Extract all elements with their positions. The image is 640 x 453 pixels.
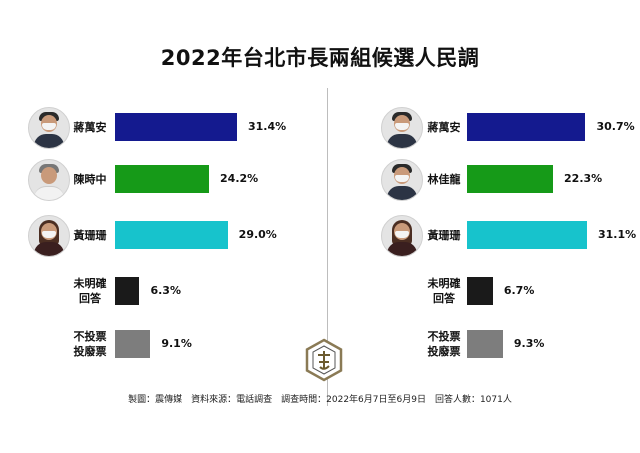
category-label-line: 不投票: [73, 330, 107, 343]
category-label: 蔣萬安: [424, 120, 464, 135]
bar: [115, 165, 210, 193]
candidate-avatar: [28, 215, 70, 257]
category-label-line: 回答: [433, 292, 455, 305]
avatar-mask: [395, 123, 409, 130]
bar: [115, 221, 228, 249]
category-label-line: 未明確: [427, 277, 461, 290]
avatar-mask: [395, 175, 409, 182]
data-label: 9.3%: [513, 337, 545, 350]
bar: [467, 113, 586, 141]
category-label: 陳時中: [70, 172, 110, 187]
chart-footer-source: 製圖：震傳媒 資料來源：電話調查 調查時間：2022年6月7日至6月9日 回答人…: [128, 395, 512, 405]
data-label: 30.7%: [596, 120, 635, 133]
category-label-line: 黃珊珊: [73, 228, 107, 242]
avatar-mask: [395, 231, 409, 238]
data-label: 24.2%: [220, 172, 259, 185]
category-label: 未明確 回答: [424, 276, 464, 306]
category-label-line: 投廢票: [73, 345, 107, 358]
category-label-line: 黃珊珊: [427, 228, 461, 242]
data-label: 9.1%: [161, 337, 192, 350]
category-label-line: 未明確: [73, 277, 107, 290]
bar: [467, 165, 554, 193]
avatar-mask: [42, 123, 56, 130]
category-label: 黃珊珊: [70, 228, 110, 243]
avatar-body: [34, 134, 64, 148]
category-label-line: 投廢票: [427, 345, 461, 358]
avatar-body: [387, 242, 417, 256]
candidate-avatar: [28, 107, 70, 149]
category-label-line: 不投票: [427, 330, 461, 343]
avatar-body: [34, 186, 64, 200]
chart-title: 2022年台北市長兩組候選人民調: [160, 46, 480, 70]
logo-icon: [305, 338, 343, 382]
category-label-line: 回答: [79, 292, 101, 305]
data-label: 22.3%: [564, 172, 603, 185]
category-label-line: 林佳龍: [427, 172, 461, 186]
category-label: 蔣萬安: [70, 120, 110, 135]
data-label: 6.3%: [150, 284, 181, 297]
bar: [467, 330, 503, 358]
candidate-avatar: [381, 215, 423, 257]
bar: [115, 277, 140, 305]
category-label-line: 蔣萬安: [73, 120, 107, 134]
bar: [115, 113, 237, 141]
category-label-line: 陳時中: [73, 172, 107, 186]
category-label-line: 蔣萬安: [427, 120, 461, 134]
avatar-head: [41, 167, 57, 184]
category-label: 黃珊珊: [424, 228, 464, 243]
avatar-body: [34, 242, 64, 256]
avatar-mask: [42, 231, 56, 238]
avatar-body: [387, 186, 417, 200]
avatar-body: [387, 134, 417, 148]
category-label: 不投票 投廢票: [424, 329, 464, 359]
panel-divider: [327, 88, 328, 406]
data-label: 6.7%: [503, 284, 535, 297]
data-label: 31.1%: [598, 228, 637, 241]
data-label: 31.4%: [248, 120, 287, 133]
bar: [467, 221, 587, 249]
category-label: 未明確 回答: [70, 276, 110, 306]
category-label: 林佳龍: [424, 172, 464, 187]
category-label: 不投票 投廢票: [70, 329, 110, 359]
candidate-avatar: [381, 159, 423, 201]
bar: [467, 277, 493, 305]
data-label: 29.0%: [238, 228, 277, 241]
candidate-avatar: [381, 107, 423, 149]
candidate-avatar: [28, 159, 70, 201]
bar: [115, 330, 151, 358]
